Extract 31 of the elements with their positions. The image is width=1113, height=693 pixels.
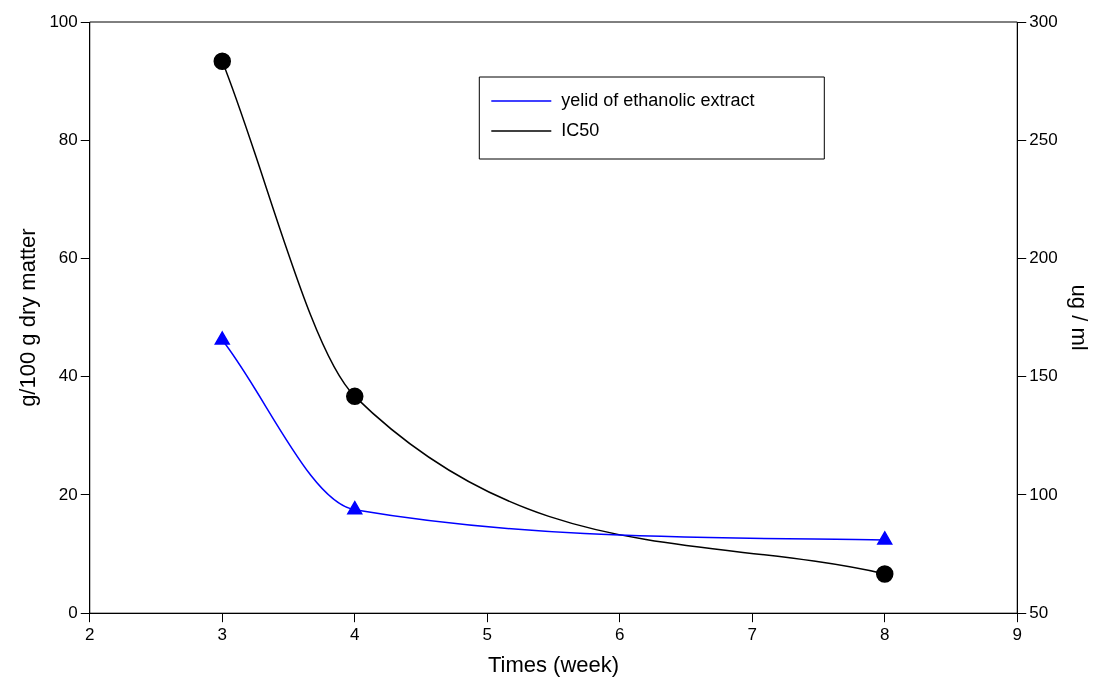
x-tick-label: 3: [217, 625, 227, 645]
y-tick-label: 0: [68, 602, 78, 622]
x-tick-label: 8: [880, 625, 890, 645]
x-tick-label: 2: [85, 625, 95, 645]
x-tick-label: 4: [350, 625, 360, 645]
x-axis-title: Times (week): [487, 651, 620, 677]
y2-tick-label: 200: [1029, 248, 1058, 268]
y-axis-title: g/100 g dry matter: [15, 228, 41, 407]
x-tick-label: 5: [482, 625, 492, 645]
x-tick-label: 7: [747, 625, 757, 645]
point: [346, 387, 364, 406]
y-tick-label: 20: [58, 484, 78, 504]
y-tick-label: 80: [58, 129, 78, 149]
legend-label: IC50: [561, 119, 600, 140]
y2-tick-label: 100: [1029, 484, 1058, 504]
x-tick-label: 6: [615, 625, 625, 645]
legend-label: yelid of ethanolic extract: [561, 89, 755, 110]
point: [347, 500, 363, 515]
x-tick-label: 9: [1012, 625, 1022, 645]
point: [213, 52, 232, 71]
y2-axis-title: ug / ml: [1066, 284, 1092, 351]
y-tick-label: 60: [58, 248, 78, 268]
y-tick-label: 100: [49, 11, 78, 31]
y2-tick-label: 250: [1029, 129, 1058, 149]
y2-tick-label: 150: [1029, 366, 1058, 386]
point: [214, 331, 230, 345]
y-tick-label: 40: [58, 366, 78, 386]
y2-tick-label: 50: [1029, 602, 1049, 622]
point: [875, 565, 894, 583]
point: [877, 531, 893, 545]
y2-tick-label: 300: [1029, 11, 1058, 31]
